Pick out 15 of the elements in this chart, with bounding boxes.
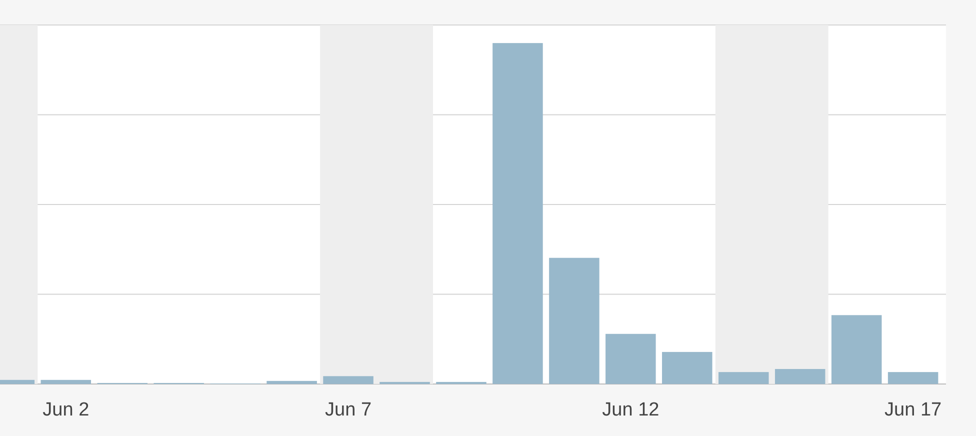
bar bbox=[606, 334, 656, 384]
bar bbox=[323, 376, 374, 384]
x-tick-label: Jun 12 bbox=[602, 399, 660, 420]
bar bbox=[831, 315, 882, 384]
bar bbox=[888, 372, 938, 384]
x-tick-label: Jun 7 bbox=[325, 399, 372, 420]
bar bbox=[662, 352, 712, 384]
bar bbox=[718, 372, 769, 384]
x-tick-label: Jun 17 bbox=[884, 399, 942, 420]
bar bbox=[40, 380, 92, 384]
x-tick-label: Jun 2 bbox=[42, 399, 90, 420]
bar bbox=[492, 43, 543, 384]
bar bbox=[549, 258, 600, 384]
bar bbox=[774, 369, 826, 384]
bar bbox=[266, 380, 317, 384]
